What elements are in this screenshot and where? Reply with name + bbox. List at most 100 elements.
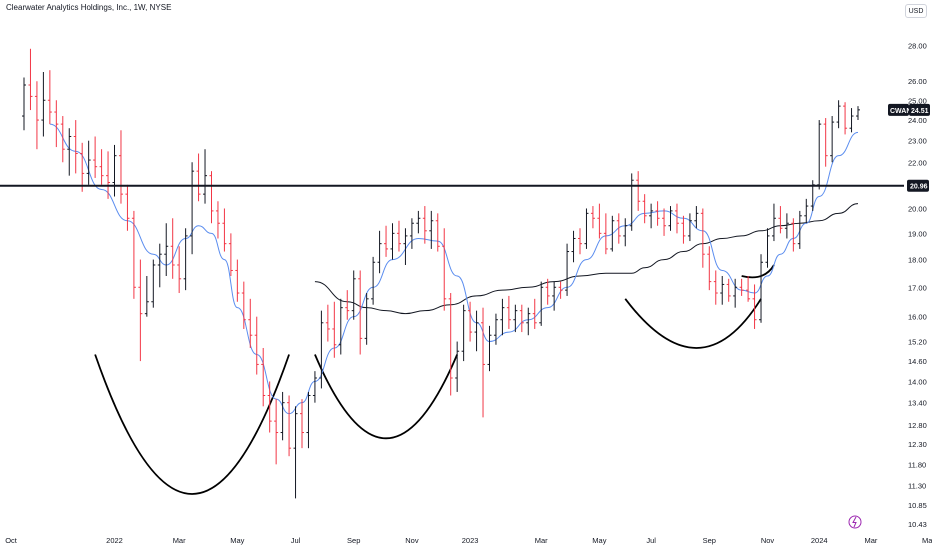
time-tick-label: 2024	[811, 536, 828, 545]
ohlc-bar	[196, 153, 201, 202]
ohlc-bar	[545, 278, 550, 305]
chart-title: Clearwater Analytics Holdings, Inc., 1W,…	[6, 3, 172, 12]
ohlc-bar	[183, 228, 188, 291]
ohlc-bar	[771, 203, 776, 242]
ohlc-bar	[28, 48, 33, 111]
ohlc-bar	[481, 307, 486, 418]
time-tick-label: Sep	[703, 536, 716, 545]
ohlc-bar	[177, 246, 182, 294]
lightning-icon-circle[interactable]	[848, 515, 862, 529]
annotation-arc	[94, 354, 290, 495]
ohlc-bar	[351, 270, 356, 320]
ohlc-bar	[203, 149, 208, 204]
time-tick-label: May	[922, 536, 932, 545]
ohlc-bar	[125, 184, 130, 231]
level-badge-box	[907, 179, 929, 192]
fast-moving-average-layer	[49, 123, 859, 415]
ohlc-bar	[759, 254, 764, 323]
ohlc-bar	[849, 108, 854, 133]
ohlc-bar	[151, 259, 156, 308]
ohlc-bar	[364, 293, 369, 345]
ohlc-bar	[843, 102, 848, 135]
ohlc-bar	[739, 278, 744, 296]
ohlc-bar	[668, 206, 673, 231]
ohlc-bar	[558, 281, 563, 299]
ohlc-bar	[474, 310, 479, 352]
ohlc-bar	[681, 215, 686, 244]
ohlc-bar	[86, 140, 91, 185]
ohlc-bar	[642, 194, 647, 224]
price-tick-label: 24.00	[908, 116, 927, 125]
ohlc-bar	[280, 391, 285, 441]
ohlc-bar	[164, 223, 169, 277]
ohlc-bar	[319, 310, 324, 389]
ohlc-bar	[41, 72, 46, 137]
ohlc-bar	[300, 399, 304, 449]
ohlc-bar	[396, 220, 401, 252]
ohlc-bar	[856, 106, 860, 121]
ohlc-bar	[752, 284, 757, 329]
ohlc-bar	[170, 218, 175, 279]
ohlc-bar	[228, 233, 233, 277]
time-tick-label: Oct	[5, 536, 18, 545]
ohlc-bar	[248, 298, 253, 348]
ohlc-bar	[584, 208, 589, 249]
ohlc-bar	[746, 276, 751, 302]
ohlc-bar	[823, 118, 828, 167]
price-tick-label: 20.00	[908, 204, 927, 213]
ohlc-bar	[99, 149, 104, 185]
time-tick-label: Nov	[761, 536, 775, 545]
ohlc-bar	[526, 307, 531, 336]
price-tick-label: 18.00	[908, 256, 927, 265]
ohlc-bar	[377, 230, 382, 274]
ohlc-bar	[603, 213, 608, 255]
ohlc-bar	[358, 270, 363, 355]
price-tick-label: 28.00	[908, 41, 927, 50]
ohlc-bar	[131, 210, 136, 299]
ohlc-bar	[306, 391, 311, 449]
ohlc-bar	[287, 395, 292, 457]
ohlc-bar	[623, 218, 628, 247]
price-tick-label: 10.85	[908, 501, 927, 510]
price-tick-label: 23.00	[908, 137, 927, 146]
ohlc-bar	[112, 144, 117, 197]
level-price-label: 20.96	[910, 184, 928, 191]
ohlc-bar	[22, 77, 26, 131]
price-tick-label: 11.80	[908, 460, 926, 469]
ohlc-bar	[429, 210, 434, 249]
ohlc-bar	[138, 259, 143, 362]
ohlc-bar	[797, 210, 802, 249]
ohlc-bar	[371, 256, 376, 305]
slow-moving-average-layer	[314, 203, 859, 315]
ohlc-bar	[144, 276, 149, 317]
ohlc-bar	[338, 298, 343, 355]
lightning-icon[interactable]	[848, 515, 862, 529]
ohlc-bar	[54, 100, 59, 148]
time-tick-label: 2023	[462, 536, 479, 545]
ohlc-bar	[700, 208, 705, 268]
ohlc-bar	[597, 203, 602, 239]
time-tick-label: May	[230, 536, 244, 545]
ohlc-bar	[655, 201, 660, 226]
lightning-icon-bolt[interactable]	[852, 516, 857, 528]
time-tick-label: 2022	[106, 536, 123, 545]
slow-moving-average	[314, 203, 859, 315]
ohlc-bar	[241, 281, 246, 329]
ohlc-bar	[435, 213, 440, 252]
ohlc-bar	[713, 270, 718, 305]
ticker-badge: CWAN 24.51	[888, 103, 930, 116]
ohlc-bar	[707, 246, 712, 291]
annotation-arc	[314, 354, 458, 440]
ohlc-bar	[733, 278, 738, 308]
ohlc-bar	[836, 100, 841, 129]
ohlc-bar	[67, 128, 72, 176]
ohlc-bar	[261, 347, 266, 407]
ohlc-bar	[461, 304, 466, 362]
price-tick-label: 14.60	[908, 357, 927, 366]
price-axis[interactable]: 28.0026.0025.0024.0023.0022.0021.0020.00…	[908, 41, 927, 529]
currency-selector[interactable]: USD	[905, 4, 927, 18]
ohlc-bar	[500, 298, 505, 336]
time-axis[interactable]: Oct 2022 Mar May Jul Sep Nov 2023 Mar May Jul Sep No…	[5, 536, 932, 545]
price-tick-label: 14.00	[908, 377, 927, 386]
